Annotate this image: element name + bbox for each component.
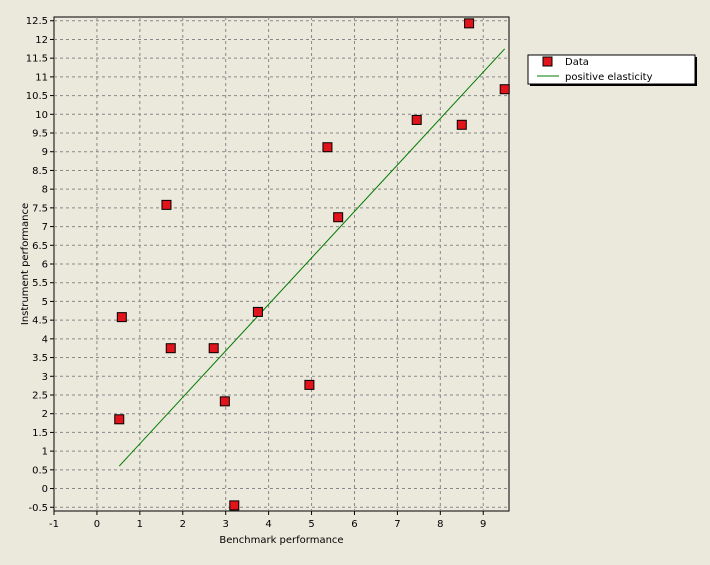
y-tick-label: 12 bbox=[35, 35, 48, 46]
data-point bbox=[252, 306, 263, 317]
y-axis-title: Instrument performance bbox=[20, 203, 31, 325]
y-tick-label: 1.5 bbox=[32, 428, 48, 439]
legend-marker-data bbox=[542, 56, 553, 67]
x-tick-label: 1 bbox=[137, 519, 143, 530]
x-axis: -1 0 1 2 3 4 5 6 7 8 9 bbox=[49, 511, 486, 530]
y-tick-label: 8 bbox=[42, 185, 48, 196]
y-tick-label: 5 bbox=[42, 297, 48, 308]
data-point bbox=[114, 414, 125, 425]
data-point bbox=[464, 18, 475, 29]
x-axis-title: Benchmark performance bbox=[219, 535, 343, 546]
data-point bbox=[411, 114, 422, 125]
x-tick-label: 7 bbox=[394, 519, 400, 530]
data-point bbox=[165, 343, 176, 354]
data-point bbox=[161, 199, 172, 210]
data-point bbox=[456, 119, 467, 130]
x-tick-label: 3 bbox=[223, 519, 229, 530]
x-tick-label: 0 bbox=[94, 519, 100, 530]
y-tick-label: 11.5 bbox=[26, 54, 48, 65]
y-tick-label: 7.5 bbox=[32, 203, 48, 214]
y-tick-label: 2.5 bbox=[32, 390, 48, 401]
series-line bbox=[118, 48, 506, 467]
y-tick-label: 6 bbox=[42, 260, 48, 271]
data-point bbox=[219, 396, 230, 407]
x-tick-label: -1 bbox=[49, 519, 59, 530]
data-point bbox=[229, 500, 240, 511]
series-lines bbox=[118, 48, 506, 467]
y-tick-label: 0 bbox=[42, 484, 48, 495]
data-point bbox=[116, 312, 127, 323]
data-point bbox=[322, 142, 333, 153]
y-axis: -0.500.511.522.533.544.555.566.577.588.5… bbox=[26, 16, 54, 514]
legend: Data positive elasticity bbox=[527, 54, 697, 86]
x-tick-label: 2 bbox=[180, 519, 186, 530]
legend-label-data: Data bbox=[565, 57, 589, 68]
y-tick-label: 3.5 bbox=[32, 353, 48, 364]
data-point bbox=[499, 84, 510, 95]
y-tick-label: 3 bbox=[42, 372, 48, 383]
y-tick-label: 12.5 bbox=[26, 16, 48, 27]
legend-label-line: positive elasticity bbox=[565, 72, 653, 83]
y-tick-label: 9.5 bbox=[32, 129, 48, 140]
y-tick-label: 2 bbox=[42, 409, 48, 420]
y-tick-label: 11 bbox=[35, 72, 48, 83]
y-tick-label: 10 bbox=[35, 110, 48, 121]
data-point bbox=[208, 343, 219, 354]
y-tick-label: 10.5 bbox=[26, 91, 48, 102]
x-tick-label: 5 bbox=[308, 519, 314, 530]
y-tick-label: 9 bbox=[42, 147, 48, 158]
x-tick-label: 8 bbox=[437, 519, 443, 530]
y-tick-label: 5.5 bbox=[32, 278, 48, 289]
y-tick-label: 7 bbox=[42, 222, 48, 233]
y-tick-label: 4.5 bbox=[32, 316, 48, 327]
x-tick-label: 6 bbox=[351, 519, 357, 530]
y-tick-label: 4 bbox=[42, 334, 48, 345]
x-tick-label: 4 bbox=[265, 519, 271, 530]
y-tick-label: 0.5 bbox=[32, 465, 48, 476]
grid bbox=[54, 17, 509, 511]
y-tick-label: 1 bbox=[42, 447, 48, 458]
y-tick-label: 8.5 bbox=[32, 166, 48, 177]
legend-box bbox=[527, 54, 696, 85]
y-tick-label: 6.5 bbox=[32, 241, 48, 252]
data-point bbox=[304, 379, 315, 390]
y-tick-label: -0.5 bbox=[28, 503, 48, 514]
series-points bbox=[114, 18, 510, 511]
data-point bbox=[333, 212, 344, 223]
x-tick-label: 9 bbox=[480, 519, 486, 530]
